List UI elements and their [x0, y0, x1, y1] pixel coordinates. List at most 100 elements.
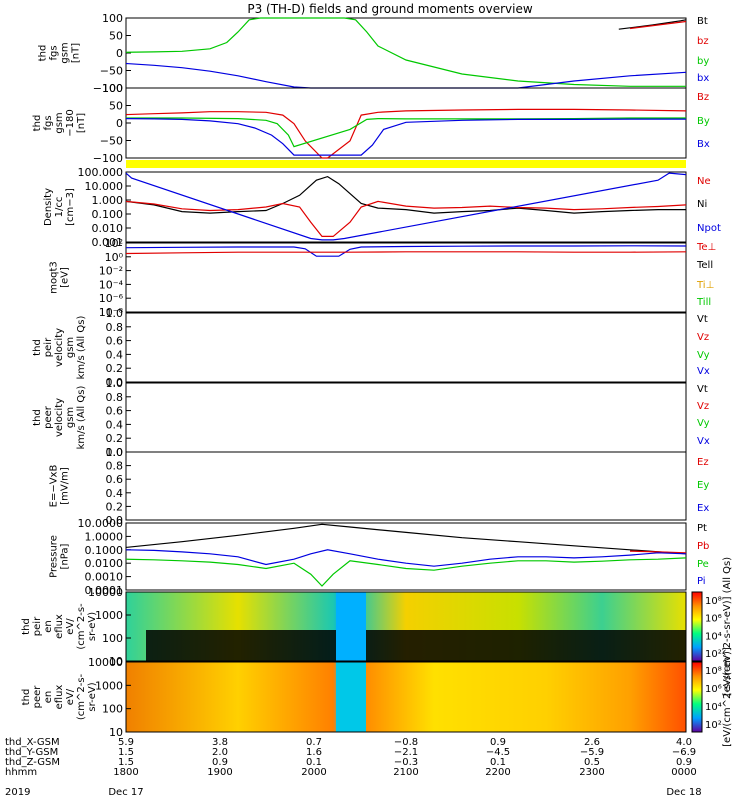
colorbar-label: [eV/(cm^2-s-sr-eV)] — [722, 647, 733, 747]
legend-Npot: Npot — [697, 223, 721, 234]
y-tick-label: 0.0010 — [85, 571, 124, 584]
panel-peer-spectrogram: 10000 1000 100 10 thd peer en eflux eV/(cm^2-s-s… — [21, 647, 733, 747]
y-tick-label: 1.0 — [106, 307, 124, 320]
series-line-Bx — [125, 118, 686, 156]
y-tick-label: 0.0001 — [85, 584, 124, 597]
y-tick-label: 0 — [116, 117, 123, 130]
y-axis-label: [mV/m] — [60, 467, 71, 505]
y-axis-label: en — [43, 691, 54, 704]
colorbar — [691, 661, 703, 733]
x-axis-value: 5.9 — [118, 737, 134, 748]
series-line-Pt — [125, 523, 687, 555]
legend-Pe: Pe — [697, 559, 709, 570]
series-line-Pi — [125, 549, 687, 567]
x-axis-value: 4.0 — [676, 737, 692, 748]
legend-by: by — [697, 56, 709, 67]
x-axis-value: 0.9 — [676, 757, 692, 768]
data-quality-bar — [126, 160, 686, 168]
legend-Bt: Bt — [697, 16, 708, 27]
legend-Ti⊥: Ti⊥ — [696, 280, 714, 291]
y-tick-label: 0.0 — [106, 446, 124, 459]
y-tick-label: 10 — [109, 726, 123, 739]
y-axis-label: Pressure — [49, 535, 60, 578]
x-axis-value: 2200 — [485, 767, 510, 778]
y-axis-label: gsm — [65, 337, 76, 358]
x-axis-value: 2300 — [579, 767, 604, 778]
y-axis-label: peir — [43, 337, 54, 357]
legend-Vx: Vx — [697, 436, 710, 447]
y-tick-label: 1.0 — [106, 446, 124, 459]
x-axis-value: −6.9 — [672, 747, 696, 758]
y-axis-label: thd — [21, 689, 32, 706]
colorbar-tick: 10⁶ — [705, 684, 722, 695]
y-tick-label: 0.0 — [106, 514, 124, 527]
y-tick-label: 1.0 — [106, 377, 124, 390]
x-axis-row-label: hhmm — [5, 767, 37, 778]
legend-Ex: Ex — [697, 503, 709, 514]
y-axis-label: peir — [32, 616, 43, 636]
y-axis-label: sr-eV) — [87, 682, 98, 711]
y-tick-label: 0 — [116, 47, 123, 60]
y-axis-label: thd — [32, 339, 43, 356]
x-axis-value: −4.5 — [486, 747, 510, 758]
y-axis-label: gsm — [54, 112, 65, 133]
x-axis-value: 2000 — [301, 767, 326, 778]
x-axis-value: 1.6 — [306, 747, 322, 758]
series-line-by — [125, 17, 686, 87]
y-tick-label: 0.4 — [106, 348, 124, 361]
y-tick-label: 1.000 — [92, 194, 124, 207]
x-axis-value: 2.6 — [584, 737, 600, 748]
y-axis-label: eflux — [54, 685, 65, 710]
y-tick-label: 0.8 — [106, 321, 124, 334]
legend-Ey: Ey — [697, 480, 709, 491]
y-tick-label: −100 — [93, 82, 123, 95]
y-axis-label: thd — [32, 409, 43, 426]
y-tick-label: 10.000 — [85, 180, 124, 193]
y-tick-label: 0.6 — [106, 335, 124, 348]
y-axis-label: eflux — [54, 614, 65, 639]
y-tick-label: 100 — [102, 82, 123, 95]
series-line-Te⊥ — [125, 251, 687, 255]
y-tick-label: 10000 — [88, 586, 123, 599]
y-tick-label: 10⁻² — [99, 265, 123, 278]
y-tick-label: −50 — [100, 135, 123, 148]
y-axis-label: Density — [43, 188, 54, 226]
y-tick-label: 0.001 — [92, 236, 124, 249]
x-axis-value: 1.5 — [118, 757, 134, 768]
y-axis-label: eV/ — [65, 688, 76, 705]
legend-bz: bz — [697, 36, 709, 47]
y-tick-label: 100 — [102, 703, 123, 716]
panel-peir-spectrogram: 10000 1000 100 10 thd peir en eflux eV/(cm^2-s-s… — [21, 557, 733, 696]
legend-Tell: Tell — [696, 260, 713, 271]
y-tick-label: 1000 — [95, 679, 123, 692]
panel-frame — [125, 242, 687, 313]
y-tick-label: −50 — [100, 65, 123, 78]
colorbar-tick: 10⁴ — [705, 631, 722, 642]
spectrogram-low-energy-region — [146, 630, 686, 661]
x-axis-row-label: thd_Z-GSM — [5, 757, 60, 768]
x-axis-value: 2100 — [393, 767, 418, 778]
y-tick-label: 0.1000 — [85, 544, 124, 557]
y-tick-label: 0.010 — [92, 222, 124, 235]
colorbar — [691, 591, 703, 662]
legend-Till: Till — [696, 297, 711, 308]
x-axis-value: 0.1 — [306, 757, 322, 768]
legend-Pi: Pi — [697, 576, 706, 587]
y-axis-label: gsm — [60, 42, 71, 63]
legend-Pt: Pt — [697, 523, 707, 534]
x-axis-value: 2.0 — [212, 747, 228, 758]
legend-Vz: Vz — [697, 401, 709, 412]
legend-Ni: Ni — [697, 199, 707, 210]
x-axis-value: 3.8 — [212, 737, 228, 748]
y-tick-label: 1000 — [95, 609, 123, 622]
panel-fgs-gse: 100 50 0 −50 −100 thd fgs gsm −180 [nT] Bz By Bx — [32, 82, 710, 168]
panel-frame — [125, 522, 687, 591]
y-tick-label: 0.100 — [92, 208, 124, 221]
y-tick-label: 0.2 — [106, 362, 124, 375]
y-tick-label: 0.8 — [106, 391, 124, 404]
y-axis-label: (cm^2-s- — [76, 603, 87, 650]
colorbar-tick: 10² — [705, 649, 722, 660]
y-tick-label: 0.0100 — [85, 557, 124, 570]
x-axis-value: 1800 — [113, 767, 138, 778]
